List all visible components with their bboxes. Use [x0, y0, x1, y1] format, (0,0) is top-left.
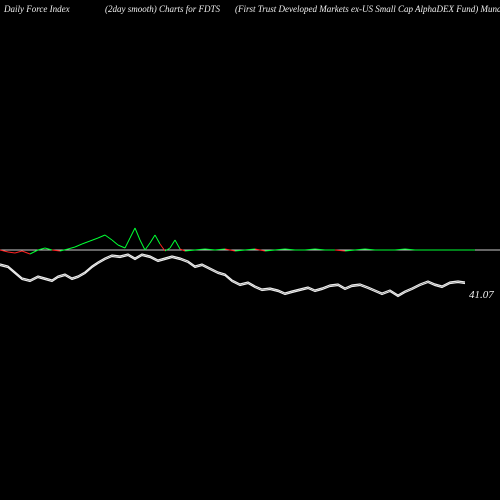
title-left: Daily Force Index	[4, 4, 70, 14]
title-right: (First Trust Developed Markets ex-US Sma…	[235, 4, 500, 14]
current-price-label: 41.07	[469, 289, 494, 301]
title-mid: (2day smooth) Charts for FDTS	[105, 4, 220, 14]
chart-svg	[0, 0, 500, 500]
chart-container: Daily Force Index (2day smooth) Charts f…	[0, 0, 500, 500]
